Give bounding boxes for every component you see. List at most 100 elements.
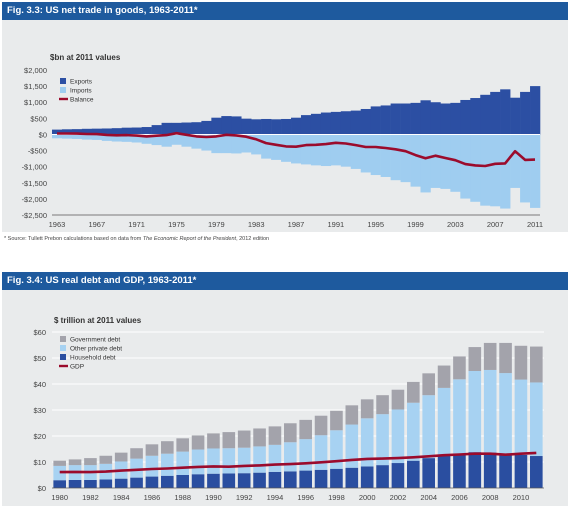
exports-bar (460, 99, 471, 135)
government-debt-bar (176, 438, 189, 452)
exports-bar (251, 119, 262, 135)
x-tick-label: 1967 (88, 220, 105, 229)
exports-bar (350, 110, 362, 135)
household-debt-bar (268, 471, 282, 488)
exports-bar (201, 120, 212, 135)
imports-bar (131, 134, 142, 143)
imports-bar (390, 134, 401, 181)
household-debt-bar (99, 479, 113, 488)
government-debt-bar (330, 410, 343, 431)
legend-label: Exports (70, 79, 93, 86)
household-debt-bar (437, 455, 451, 488)
government-debt-bar (499, 342, 512, 374)
imports-bar (330, 134, 342, 166)
y-axis-label: $ trillion at 2011 values (54, 316, 142, 325)
exports-bar (81, 128, 93, 135)
other-private-debt-bar (453, 379, 466, 454)
x-tick-label: 2006 (451, 493, 468, 502)
imports-bar (221, 134, 232, 154)
exports-bar (231, 116, 242, 135)
imports-bar (281, 134, 292, 162)
legend-swatch-other-private-debt (60, 345, 66, 351)
y-tick-label: $60 (33, 328, 46, 337)
exports-bar (71, 129, 83, 135)
imports-bar (111, 134, 123, 142)
imports-bar (510, 134, 521, 188)
legend-label: Balance (70, 97, 94, 104)
exports-bar (370, 106, 381, 135)
other-private-debt-bar (376, 414, 389, 466)
exports-bar (330, 111, 342, 135)
household-debt-bar (391, 463, 405, 488)
government-debt-bar (253, 428, 266, 447)
figure-title: Fig. 3.3: US net trade in goods, 1963-20… (2, 2, 568, 20)
government-debt-bar (145, 444, 159, 456)
y-tick-label: -$1,000 (22, 163, 47, 172)
household-debt-bar (114, 478, 128, 488)
other-private-debt-bar (207, 448, 220, 474)
other-private-debt-bar (191, 449, 205, 475)
figure-title: Fig. 3.4: US real debt and GDP, 1963-201… (2, 272, 568, 290)
debt-gdp-chart: $ trillion at 2011 values $60 $50 $40 $30 $20… (33, 316, 544, 502)
imports-bar (350, 134, 362, 169)
y-tick-label: $0 (38, 484, 46, 493)
x-tick-label: 2003 (447, 220, 464, 229)
exports-bar (271, 119, 282, 135)
imports-bar (420, 134, 431, 193)
household-debt-bar (330, 468, 343, 488)
x-tick-label: 1995 (367, 220, 384, 229)
figure-3-3: Fig. 3.3: US net trade in goods, 1963-20… (2, 2, 568, 232)
y-tick-label: -$1,500 (22, 179, 47, 188)
household-debt-bar (422, 458, 435, 488)
x-tick-label: 2004 (420, 493, 437, 502)
x-tick-label: 1983 (248, 220, 265, 229)
imports-bar (121, 134, 132, 142)
legend-swatch-household-debt (60, 354, 66, 360)
imports-bar (530, 134, 541, 208)
other-private-debt-bar (437, 387, 451, 456)
x-tick-label: 1979 (208, 220, 225, 229)
exports-bar (410, 102, 421, 135)
household-debt-bar (360, 466, 374, 488)
balance-line (57, 131, 536, 168)
exports-bar (390, 103, 401, 135)
imports-bar (480, 134, 491, 206)
household-debt-bar (68, 479, 82, 488)
government-debt-bar (360, 399, 374, 419)
x-tick-label: 1980 (51, 493, 68, 502)
imports-bar (320, 134, 332, 167)
imports-bar (81, 134, 93, 140)
other-private-debt-bar (284, 442, 297, 472)
exports-bar (241, 118, 252, 135)
x-tick-label: 1986 (144, 493, 161, 502)
other-private-debt-bar (253, 446, 266, 473)
x-tick-label: 1996 (297, 493, 314, 502)
exports-bar (281, 118, 292, 135)
imports-bar (181, 134, 192, 147)
exports-bar (121, 127, 132, 135)
exports-bar (61, 129, 73, 135)
government-debt-bar (345, 405, 359, 425)
exports-bar (490, 91, 501, 135)
x-tick-label: 1992 (236, 493, 253, 502)
exports-bar (520, 91, 531, 135)
other-private-debt-bar (422, 395, 435, 459)
legend-swatch-government-debt (60, 336, 66, 342)
government-debt-bar (453, 356, 466, 380)
y-tick-label: -$500 (28, 147, 47, 156)
household-debt-bar (499, 453, 512, 488)
government-debt-bar (376, 395, 389, 415)
household-debt-bar (376, 465, 389, 488)
figure-3-4: Fig. 3.4: US real debt and GDP, 1963-201… (2, 272, 568, 506)
government-debt-bar (53, 460, 66, 466)
household-debt-bar (530, 456, 543, 488)
other-private-debt-bar (53, 465, 66, 481)
imports-bar (271, 134, 282, 160)
government-debt-bar (514, 345, 528, 380)
government-debt-bar (437, 365, 451, 388)
imports-bar (61, 134, 73, 139)
imports-bar (380, 134, 391, 177)
other-private-debt-bar (330, 430, 343, 469)
exports-bar (161, 122, 172, 135)
imports-bar (101, 134, 113, 141)
